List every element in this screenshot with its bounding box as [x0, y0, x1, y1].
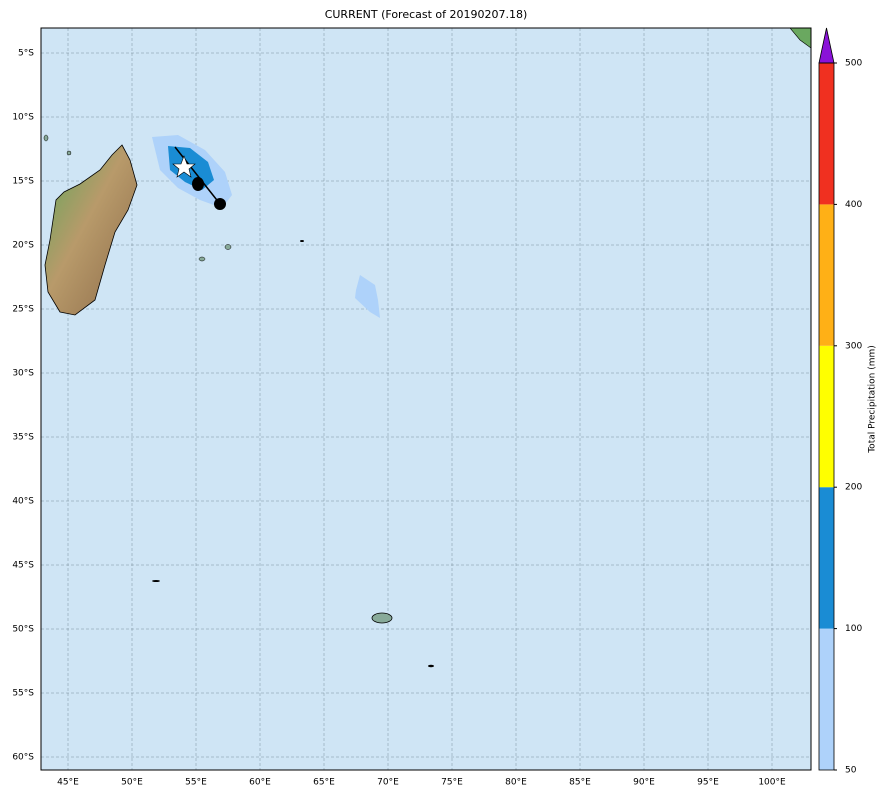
lon-tick-label: 85°E	[569, 778, 591, 788]
colorbar-frame	[818, 62, 835, 771]
lat-tick-label: 35°S	[12, 433, 34, 443]
rain-light	[355, 275, 380, 318]
lat-tick-label: 30°S	[12, 369, 34, 379]
colorbar-extend	[818, 27, 835, 64]
lon-tick-label: 65°E	[313, 778, 335, 788]
lat-tick-label: 15°S	[12, 177, 34, 187]
colorbar-tick-label: 400	[845, 200, 862, 210]
lon-tick-label: 50°E	[121, 778, 143, 788]
lon-tick-label: 55°E	[185, 778, 207, 788]
graticule	[41, 28, 811, 770]
colorbar-tick-label: 50	[845, 766, 857, 776]
lat-tick-label: 50°S	[12, 625, 34, 635]
lon-tick-label: 45°E	[57, 778, 79, 788]
land	[789, 28, 811, 49]
colorbar-segment	[819, 63, 834, 205]
madagascar	[44, 144, 138, 316]
lat-tick-label: 40°S	[12, 497, 34, 507]
colorbar-tick-label: 200	[845, 483, 862, 493]
lon-tick-label: 70°E	[377, 778, 399, 788]
map-frame	[40, 27, 812, 771]
lat-tick-label: 20°S	[12, 241, 34, 251]
colorbar-label: Total Precipitation (mm)	[868, 345, 878, 454]
track	[174, 146, 221, 205]
island	[300, 240, 304, 242]
colorbar-tick-label: 500	[845, 59, 862, 69]
island	[428, 664, 434, 668]
colorbar-segment	[819, 345, 834, 488]
lat-tick-label: 45°S	[12, 561, 34, 571]
island	[66, 150, 72, 156]
island	[224, 244, 232, 250]
lon-tick-label: 95°E	[697, 778, 719, 788]
lat-tick-label: 5°S	[18, 49, 34, 59]
colorbar-segment	[819, 487, 834, 629]
lon-tick-label: 100°E	[758, 778, 786, 788]
lon-tick-label: 90°E	[633, 778, 655, 788]
land-and-rain	[43, 28, 811, 668]
island	[152, 580, 160, 582]
storm-marker	[172, 155, 196, 178]
island	[198, 256, 206, 262]
map-title: CURRENT (Forecast of 20190207.18)	[325, 8, 528, 21]
lat-tick-label: 55°S	[12, 689, 34, 699]
colorbar-segment	[819, 204, 834, 346]
kerguelen	[371, 612, 393, 624]
colorbar: 50 100 200 300 400 500	[818, 27, 862, 776]
colorbar-tick-label: 100	[845, 624, 862, 634]
lat-tick-label: 10°S	[12, 113, 34, 123]
colorbar-segment	[819, 628, 834, 770]
lon-tick-label: 80°E	[505, 778, 527, 788]
lon-tick-label: 75°E	[441, 778, 463, 788]
lon-tick-label: 60°E	[249, 778, 271, 788]
island	[43, 134, 49, 142]
lat-tick-label: 60°S	[12, 753, 34, 763]
colorbar-tick-label: 300	[845, 341, 862, 351]
island	[192, 177, 204, 191]
lat-tick-label: 25°S	[12, 305, 34, 315]
